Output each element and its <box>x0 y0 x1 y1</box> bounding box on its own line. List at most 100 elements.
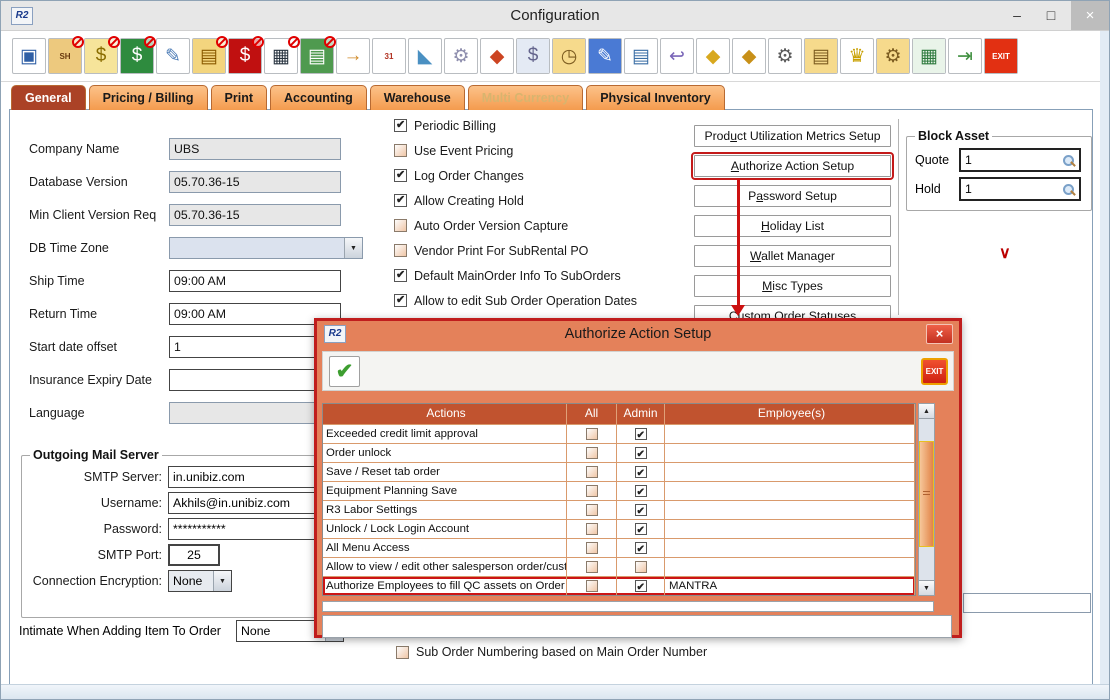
sub-order-numbering-checkbox[interactable]: ✔ <box>396 645 409 659</box>
admin-checkbox[interactable]: ✔ <box>634 580 647 593</box>
document-assembly-icon[interactable]: ▤ <box>624 38 658 74</box>
admin-checkbox[interactable]: ✔ <box>634 485 647 498</box>
log-order-changes-checkbox[interactable]: ✔ <box>394 169 407 182</box>
admin-checkbox[interactable]: ✔ <box>634 542 647 555</box>
horizontal-scrollbar[interactable] <box>322 601 934 612</box>
database-version-field[interactable]: 05.70.36-15 ▼ <box>169 171 341 193</box>
table-row[interactable]: Unlock / Lock Login Account ✔ ✔ <box>323 519 915 538</box>
barcode-scanner-settings-icon[interactable]: ⚙ <box>768 38 802 74</box>
username-field[interactable]: Akhils@in.unibiz.com ▼ <box>168 492 336 514</box>
password-setup-button[interactable]: Password Setup <box>694 185 891 207</box>
search-icon[interactable] <box>1062 183 1076 197</box>
payment-icon[interactable]: $ <box>228 36 264 74</box>
employees-cell[interactable] <box>665 463 915 481</box>
all-checkbox[interactable]: ✔ <box>585 466 598 478</box>
exit-button[interactable]: EXIT <box>921 358 948 385</box>
save-icon[interactable]: ▣ <box>12 38 46 74</box>
schedule-grid-icon[interactable]: ▦ <box>264 36 300 74</box>
return-time-field[interactable]: 09:00 AM ▼ <box>169 303 341 325</box>
column-header[interactable]: Actions <box>323 404 567 424</box>
price-tag-settings-icon[interactable]: $ <box>516 38 550 74</box>
scroll-thumb[interactable] <box>919 441 934 547</box>
table-row[interactable]: Order unlock ✔ ✔ <box>323 443 915 462</box>
minimize-button[interactable]: – <box>1013 7 1021 23</box>
folder-settings-icon[interactable]: ⚙ <box>876 38 910 74</box>
tab-accounting[interactable]: Accounting <box>270 85 367 110</box>
misc-types-button[interactable]: Misc Types <box>694 275 891 297</box>
all-checkbox[interactable]: ✔ <box>585 485 598 497</box>
table-row[interactable]: Save / Reset tab order ✔ ✔ <box>323 462 915 481</box>
scroll-down-button[interactable]: ▼ <box>919 580 934 595</box>
db-time-zone-dropdown[interactable]: ▼ <box>169 237 363 259</box>
admin-checkbox[interactable]: ✔ <box>634 428 647 441</box>
column-header[interactable]: All <box>567 404 617 424</box>
admin-checkbox[interactable]: ✔ <box>634 561 647 573</box>
smtp-port-field[interactable]: 25 ▼ <box>168 544 220 566</box>
secure-folder-icon[interactable]: ▤ <box>804 38 838 74</box>
table-row[interactable]: R3 Labor Settings ✔ ✔ <box>323 500 915 519</box>
authorize-action-setup-button[interactable]: Authorize Action Setup <box>691 152 894 180</box>
invoice-icon[interactable]: $ <box>120 36 156 74</box>
all-checkbox[interactable]: ✔ <box>585 542 598 554</box>
tab-warehouse[interactable]: Warehouse <box>369 85 465 110</box>
close-button[interactable]: × <box>1071 1 1109 30</box>
notes-field[interactable] <box>322 615 952 638</box>
product-utilization-metrics-button[interactable]: Product Utilization Metrics Setup <box>694 125 891 147</box>
column-header[interactable]: Admin <box>617 404 665 424</box>
ship-time-field[interactable]: 09:00 AM ▼ <box>169 270 341 292</box>
allow-creating-hold-checkbox[interactable]: ✔ <box>394 194 407 207</box>
admin-checkbox[interactable]: ✔ <box>634 523 647 536</box>
allow-edit-suborder-dates-checkbox[interactable]: ✔ <box>394 294 407 307</box>
admin-checkbox[interactable]: ✔ <box>634 447 647 460</box>
smtp-server-field[interactable]: in.unibiz.com ▼ <box>168 466 336 488</box>
password-field[interactable]: *********** ▼ <box>168 518 336 540</box>
all-checkbox[interactable]: ✔ <box>585 580 598 592</box>
shipping-order-icon[interactable]: SH <box>48 36 84 74</box>
scroll-track[interactable] <box>919 419 934 580</box>
min-client-version-field[interactable]: 05.70.36-15 ▼ <box>169 204 341 226</box>
awards-assembly-icon[interactable]: ♛ <box>840 38 874 74</box>
history-folder-icon[interactable]: ◷ <box>552 38 586 74</box>
login-lock-icon[interactable]: → <box>336 38 370 74</box>
calculator-settings-icon[interactable]: ▦ <box>912 38 946 74</box>
employees-cell[interactable] <box>665 482 915 500</box>
table-row[interactable]: Equipment Planning Save ✔ ✔ <box>323 481 915 500</box>
periodic-billing-checkbox[interactable]: ✔ <box>394 119 407 132</box>
table-row[interactable]: Allow to view / edit other salesperson o… <box>323 557 915 576</box>
employees-cell[interactable]: MANTRA <box>665 577 915 595</box>
holiday-list-button[interactable]: Holiday List <box>694 215 891 237</box>
use-event-pricing-checkbox[interactable]: ✔ <box>394 144 407 157</box>
all-checkbox[interactable]: ✔ <box>585 504 598 516</box>
tab-pricing-billing[interactable]: Pricing / Billing <box>88 85 208 110</box>
settings-gears-icon[interactable]: ⚙ <box>444 38 478 74</box>
table-row[interactable]: All Menu Access ✔ ✔ <box>323 538 915 557</box>
employees-cell[interactable] <box>665 501 915 519</box>
all-checkbox[interactable]: ✔ <box>585 447 598 459</box>
user-shield-icon[interactable]: ◆ <box>732 38 766 74</box>
maximize-button[interactable]: □ <box>1046 7 1056 23</box>
employees-cell[interactable] <box>665 520 915 538</box>
employees-cell[interactable] <box>665 444 915 462</box>
admin-checkbox[interactable]: ✔ <box>634 466 647 479</box>
admin-checkbox[interactable]: ✔ <box>634 504 647 517</box>
table-row[interactable]: Authorize Employees to fill QC assets on… <box>323 576 915 595</box>
dialog-close-button[interactable]: × <box>926 324 953 344</box>
tab-print[interactable]: Print <box>210 85 268 110</box>
document-export-icon[interactable]: ⇥ <box>948 38 982 74</box>
employees-cell[interactable] <box>665 558 915 576</box>
date-range-icon[interactable]: 31 <box>372 38 406 74</box>
all-checkbox[interactable]: ✔ <box>585 561 598 573</box>
spreadsheet-icon[interactable]: ▤ <box>300 36 336 74</box>
document-return-icon[interactable]: ↩ <box>660 38 694 74</box>
all-checkbox[interactable]: ✔ <box>585 428 598 440</box>
tab-general[interactable]: General <box>11 85 86 110</box>
column-header[interactable]: Employee(s) <box>665 404 915 424</box>
wallet-manager-button[interactable]: Wallet Manager <box>694 245 891 267</box>
edit-document-icon[interactable]: ✎ <box>156 38 190 74</box>
search-icon[interactable] <box>1062 154 1076 168</box>
coins-icon[interactable]: $ <box>84 36 120 74</box>
employees-cell[interactable] <box>665 539 915 557</box>
search-shield-icon[interactable]: ◆ <box>696 38 730 74</box>
exit-icon[interactable]: EXIT <box>984 38 1018 74</box>
company-name-field[interactable]: UBS ▼ <box>169 138 341 160</box>
